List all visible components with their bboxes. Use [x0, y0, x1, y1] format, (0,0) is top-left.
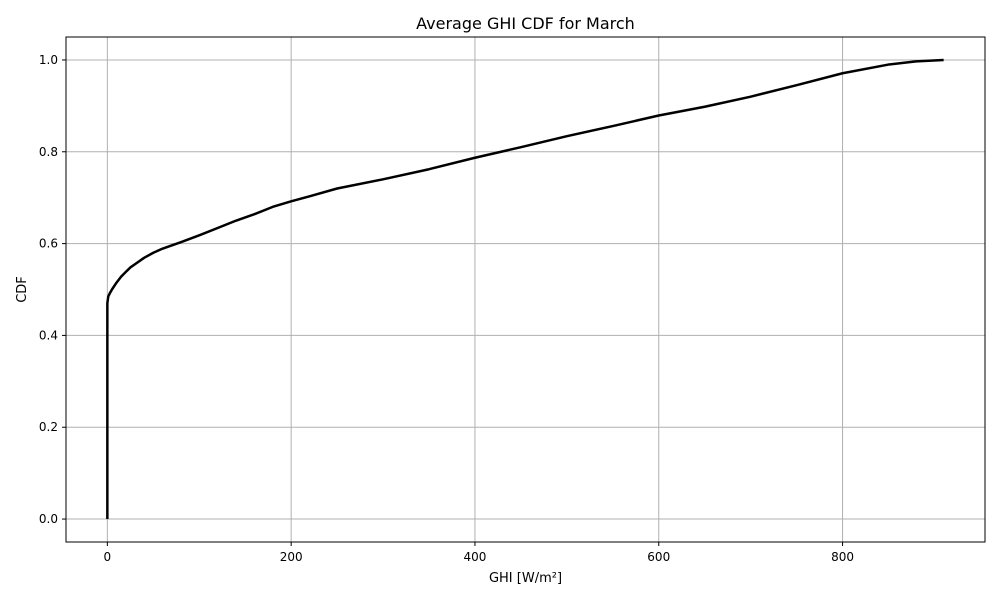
x-tick-label: 600: [647, 550, 670, 564]
y-tick-label: 0.8: [39, 145, 58, 159]
plot-area-frame: [65, 36, 986, 543]
grid-lines: [66, 37, 985, 542]
y-axis-label: CDF: [15, 276, 30, 303]
x-tick-label: 400: [464, 550, 487, 564]
x-tick-label: 800: [831, 550, 854, 564]
chart-title: Average GHI CDF for March: [416, 14, 635, 33]
x-axis-label: GHI [W/m²]: [489, 571, 562, 586]
y-tick-label: 0.0: [39, 512, 58, 526]
y-tick-label: 0.6: [39, 237, 58, 251]
series-line-layer: [106, 58, 944, 520]
y-tick-label: 0.4: [39, 328, 58, 342]
x-tick-label: 200: [280, 550, 303, 564]
cdf-series-line: [106, 58, 944, 520]
y-tick-label: 1.0: [39, 53, 58, 67]
x-tick-label: 0: [104, 550, 112, 564]
axis-ticks: 0 200 400 600 800 0.0 0.2 0.4 0.6 0.8 1.0: [39, 53, 854, 564]
y-tick-label: 0.2: [39, 420, 58, 434]
